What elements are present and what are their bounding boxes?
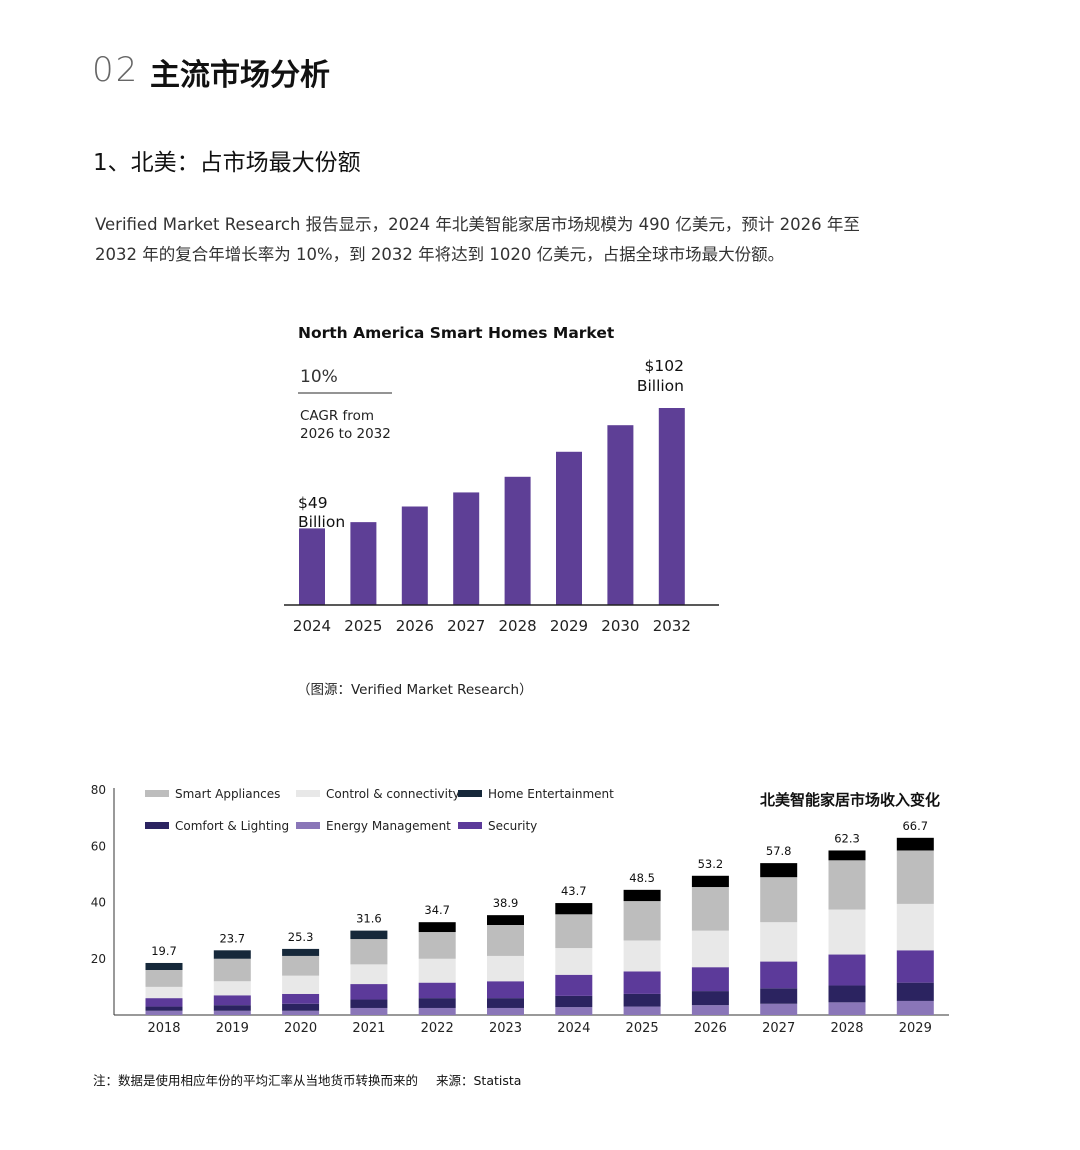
intro-line-2: 2032 年的复合年增长率为 10%，到 2032 年将达到 1020 亿美元，…: [95, 245, 785, 264]
chart1-xtick-2028: 2028: [499, 617, 537, 635]
chart1-xtick-2025: 2025: [344, 617, 382, 635]
chart1-bar-2029: [556, 451, 582, 605]
intro-paragraph: Verified Market Research 报告显示，2024 年北美智能…: [95, 210, 895, 270]
end-value-line-2: Billion: [637, 377, 684, 395]
end-value-line-1: $102: [645, 357, 684, 375]
section-title: 主流市场分析: [150, 58, 330, 93]
intro-line-1: Verified Market Research 报告显示，2024 年北美智能…: [95, 215, 860, 234]
chart1-xtick-2026: 2026: [396, 617, 434, 635]
chart1-title: North America Smart Homes Market: [298, 324, 615, 342]
footnote-source: 来源：Statista: [436, 1073, 522, 1088]
chart1-bar-2032: [658, 408, 685, 605]
footnote-note: 注：数据是使用相应年份的平均汇率从当地货币转换而来的: [93, 1073, 419, 1088]
chart1-caption: （图源：Verified Market Research）: [297, 682, 533, 698]
start-value-line-1: $49: [298, 494, 328, 512]
chart1-bar-2028: [504, 476, 531, 605]
cagr-label-2: 2026 to 2032: [300, 426, 391, 442]
chart1-xtick-2027: 2027: [447, 617, 485, 635]
chart1-xtick-2032: 2032: [653, 617, 691, 635]
chart1-bar-2027: [453, 492, 480, 605]
chart1-xtick-2029: 2029: [550, 617, 588, 635]
cagr-label-1: CAGR from: [300, 408, 374, 424]
chart1-bar-2025: [350, 522, 377, 605]
footnote: 注：数据是使用相应年份的平均汇率从当地货币转换而来的 来源：Statista: [93, 1070, 535, 1089]
section-number: 02: [92, 50, 140, 90]
subsection-title: 1、北美：占市场最大份额: [93, 150, 361, 176]
chart1-xtick-2024: 2024: [293, 617, 331, 635]
start-value-line-2: Billion: [298, 513, 345, 531]
chart1-xtick-2030: 2030: [601, 617, 639, 635]
chart1-bar-2026: [401, 506, 428, 605]
cagr-value: 10%: [300, 367, 338, 387]
chart1-bar-2030: [607, 425, 634, 605]
chart1-bar-2024: [299, 528, 325, 605]
